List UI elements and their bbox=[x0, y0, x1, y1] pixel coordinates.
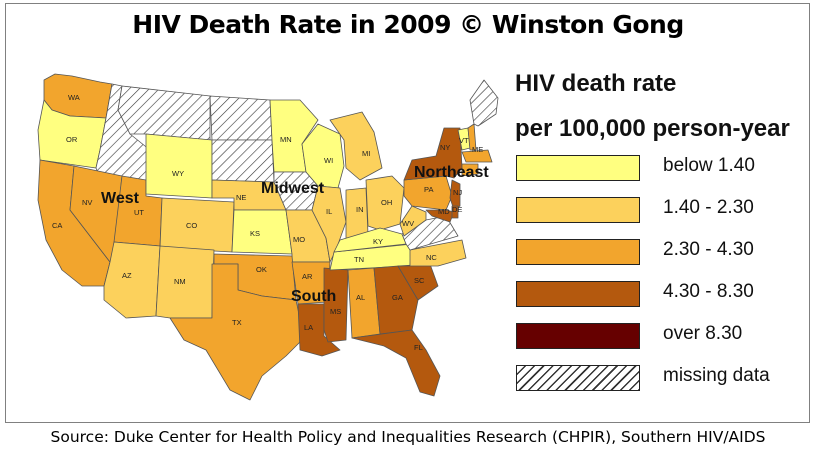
state-NH bbox=[467, 123, 477, 151]
label-CA: CA bbox=[52, 221, 62, 230]
label-GA: GA bbox=[392, 293, 403, 302]
label-OR: OR bbox=[66, 135, 78, 144]
legend-item: below 1.40 bbox=[516, 155, 816, 181]
label-CO: CO bbox=[186, 221, 197, 230]
legend-swatch bbox=[516, 155, 640, 181]
state-MT bbox=[117, 85, 211, 141]
region-label-west: West bbox=[101, 190, 140, 207]
state-KS bbox=[231, 209, 293, 255]
label-NM: NM bbox=[174, 277, 186, 286]
label-AZ: AZ bbox=[122, 271, 132, 280]
label-MO: MO bbox=[293, 235, 305, 244]
label-SC: SC bbox=[414, 276, 425, 285]
state-ME bbox=[469, 79, 499, 127]
legend-swatch bbox=[516, 365, 640, 391]
label-UT: UT bbox=[134, 208, 144, 217]
legend-label: missing data bbox=[663, 365, 770, 386]
legend-item: missing data bbox=[516, 365, 816, 391]
label-AL: AL bbox=[356, 293, 365, 302]
label-VT: VT bbox=[459, 136, 469, 145]
state-MS bbox=[323, 267, 349, 343]
state-ND bbox=[209, 95, 273, 141]
state-WV bbox=[399, 205, 427, 237]
label-MS: MS bbox=[330, 307, 341, 316]
label-MD: MD bbox=[438, 207, 450, 216]
state-DE bbox=[451, 205, 459, 219]
label-NY: NY bbox=[440, 143, 450, 152]
label-MI: MI bbox=[362, 149, 370, 158]
legend-label: 1.40 - 2.30 bbox=[663, 197, 754, 218]
label-IN: IN bbox=[356, 205, 364, 214]
legend-swatch bbox=[516, 323, 640, 349]
state-NC bbox=[397, 239, 467, 267]
label-MN: MN bbox=[280, 135, 292, 144]
state-CT bbox=[461, 163, 479, 177]
region-label-northeast: Northeast bbox=[414, 164, 489, 181]
legend-swatch bbox=[516, 281, 640, 307]
legend-title-line1: HIV death rate bbox=[515, 70, 677, 97]
label-AR: AR bbox=[302, 272, 313, 281]
label-PA: PA bbox=[424, 185, 433, 194]
state-MA bbox=[461, 149, 493, 163]
label-KY: KY bbox=[373, 237, 383, 246]
legend-label: below 1.40 bbox=[663, 155, 755, 176]
legend-title-line2: per 100,000 person-year bbox=[515, 115, 790, 142]
map-title: HIV Death Rate in 2009 © Winston Gong bbox=[132, 10, 684, 39]
legend-swatch bbox=[516, 239, 640, 265]
label-TX: TX bbox=[232, 318, 242, 327]
label-TN: TN bbox=[354, 255, 364, 264]
state-GA bbox=[373, 265, 419, 335]
state-WY bbox=[145, 133, 213, 199]
label-WV: WV bbox=[402, 219, 414, 228]
label-ME: ME bbox=[472, 145, 483, 154]
state-WI bbox=[301, 123, 345, 189]
label-NC: NC bbox=[426, 253, 437, 262]
legend-swatch bbox=[516, 197, 640, 223]
region-label-south: South bbox=[291, 288, 336, 305]
label-FL: FL bbox=[414, 343, 423, 352]
label-LA: LA bbox=[304, 323, 313, 332]
legend-item: 2.30 - 4.30 bbox=[516, 239, 816, 265]
state-AZ bbox=[103, 241, 161, 319]
label-IL: IL bbox=[326, 207, 332, 216]
state-SD bbox=[211, 139, 275, 183]
label-OK: OK bbox=[256, 265, 267, 274]
label-NE: NE bbox=[236, 193, 246, 202]
state-FL bbox=[351, 329, 441, 397]
state-TX bbox=[169, 263, 305, 401]
legend-label: 2.30 - 4.30 bbox=[663, 239, 754, 260]
legend-item: 1.40 - 2.30 bbox=[516, 197, 816, 223]
source-caption: Source: Duke Center for Health Policy an… bbox=[50, 428, 766, 446]
label-KS: KS bbox=[250, 229, 260, 238]
region-label-midwest: Midwest bbox=[261, 180, 325, 197]
legend-label: 4.30 - 8.30 bbox=[663, 281, 754, 302]
label-NJ: NJ bbox=[453, 188, 462, 197]
label-OH: OH bbox=[381, 198, 392, 207]
label-WA: WA bbox=[68, 93, 80, 102]
legend-label: over 8.30 bbox=[663, 323, 743, 344]
label-NV: NV bbox=[82, 198, 92, 207]
legend-item: over 8.30 bbox=[516, 323, 816, 349]
label-WI: WI bbox=[324, 156, 333, 165]
label-DE: DE bbox=[452, 205, 462, 214]
legend-item: 4.30 - 8.30 bbox=[516, 281, 816, 307]
state-MI bbox=[329, 111, 383, 181]
label-WY: WY bbox=[172, 169, 184, 178]
